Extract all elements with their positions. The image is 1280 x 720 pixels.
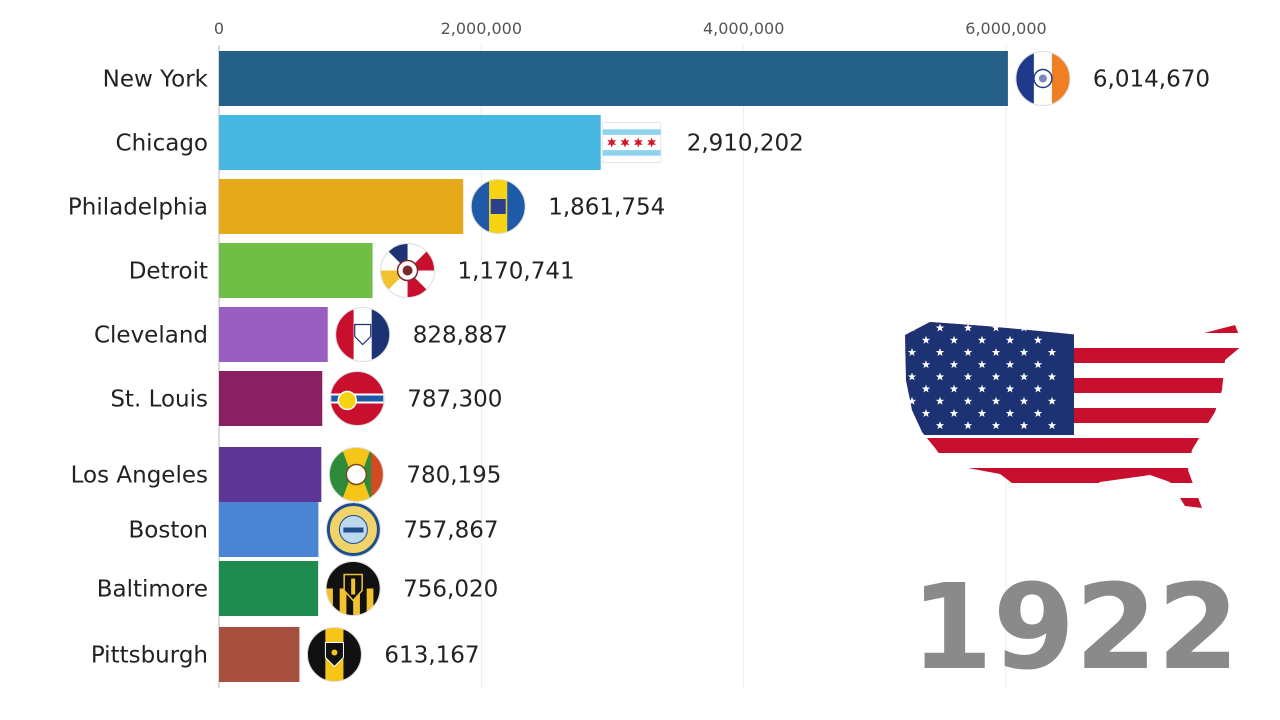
- los-angeles-flag-icon: [328, 447, 384, 502]
- city-label: Boston: [128, 518, 208, 544]
- city-label: Baltimore: [97, 577, 208, 603]
- bar: [219, 502, 319, 557]
- city-label: Detroit: [129, 259, 208, 285]
- bar: [219, 243, 373, 298]
- value-label: 828,887: [413, 323, 508, 349]
- bar: [219, 307, 328, 362]
- x-tick-label: 4,000,000: [703, 19, 784, 38]
- value-label: 756,020: [403, 577, 498, 603]
- bar: [219, 371, 323, 426]
- st-louis-flag-icon: [329, 371, 385, 426]
- value-label: 2,910,202: [687, 131, 804, 157]
- pittsburgh-flag-icon: [306, 627, 362, 682]
- baltimore-flag-icon: [325, 561, 381, 616]
- city-label: Pittsburgh: [91, 643, 208, 669]
- usa-flag-map-icon: [905, 322, 1243, 508]
- city-label: Los Angeles: [71, 463, 208, 489]
- value-label: 1,861,754: [548, 195, 665, 221]
- value-label: 757,867: [403, 518, 498, 544]
- value-labels: 6,014,670 2,910,202 1,861,754 1,170,741 828,…: [384, 67, 1210, 669]
- bar: [219, 115, 601, 170]
- value-label: 780,195: [406, 463, 501, 489]
- value-label: 613,167: [384, 643, 479, 669]
- x-tick-label: 6,000,000: [965, 19, 1046, 38]
- boston-seal-icon: [325, 502, 381, 557]
- city-label: St. Louis: [110, 387, 208, 413]
- value-label: 787,300: [407, 387, 502, 413]
- city-labels: New York Chicago Philadelphia Detroit Clevel…: [68, 67, 209, 669]
- detroit-flag-icon: [380, 243, 436, 298]
- cleveland-flag-icon: [335, 307, 391, 362]
- year-label: 1922: [911, 558, 1239, 696]
- x-axis-ticks: 0 2,000,000 4,000,000 6,000,000: [214, 19, 1047, 38]
- city-label: Cleveland: [94, 323, 208, 349]
- x-tick-label: 0: [214, 19, 224, 38]
- flag-icons: [306, 51, 1071, 682]
- bar: [219, 627, 300, 682]
- city-label: New York: [103, 67, 209, 93]
- city-label: Chicago: [116, 131, 208, 157]
- new-york-flag-icon: [1015, 51, 1071, 106]
- value-label: 1,170,741: [458, 259, 575, 285]
- chicago-flag-icon: [602, 122, 662, 163]
- x-tick-label: 2,000,000: [441, 19, 522, 38]
- philadelphia-flag-icon: [470, 179, 526, 234]
- bars: [219, 51, 1008, 682]
- bar: [219, 447, 322, 502]
- value-label: 6,014,670: [1093, 67, 1210, 93]
- bar: [219, 51, 1008, 106]
- bar: [219, 179, 464, 234]
- bar: [219, 561, 319, 616]
- city-label: Philadelphia: [68, 195, 208, 221]
